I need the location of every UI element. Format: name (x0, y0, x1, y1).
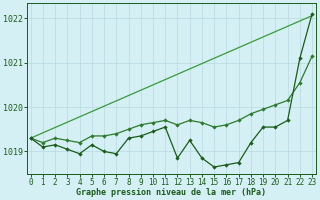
X-axis label: Graphe pression niveau de la mer (hPa): Graphe pression niveau de la mer (hPa) (76, 188, 266, 197)
